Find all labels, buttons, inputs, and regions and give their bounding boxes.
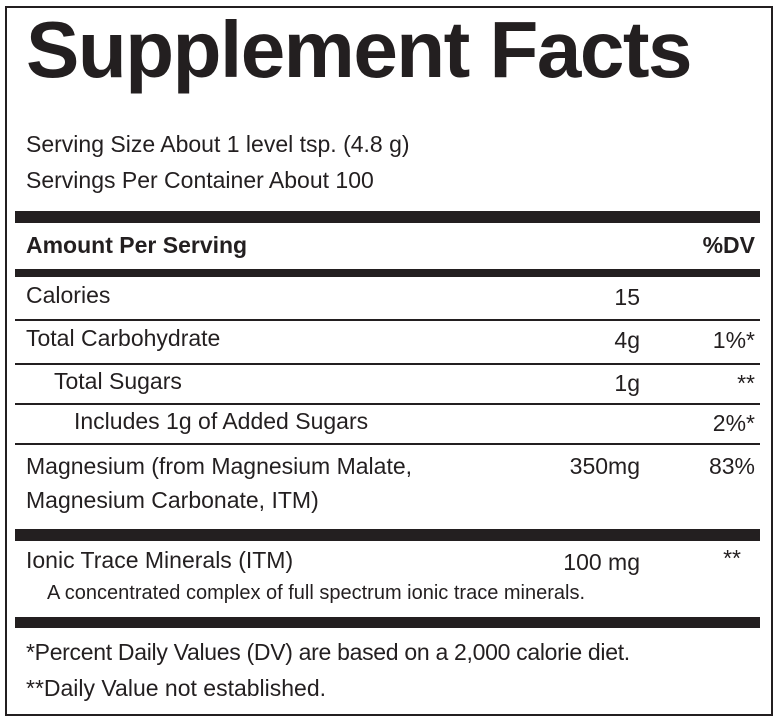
ingredient-name: Ionic Trace Minerals (ITM) (26, 547, 294, 573)
label-border (5, 6, 773, 716)
thick-divider (15, 529, 760, 541)
nutrient-amount: 4g (614, 327, 640, 353)
nutrient-amount: 1g (614, 370, 640, 396)
ingredient-amount: 100 mg (563, 549, 640, 575)
ingredient-description: A concentrated complex of full spectrum … (47, 582, 586, 604)
label-title: Supplement Facts (26, 5, 693, 94)
footnote-dv-not-established: **Daily Value not established. (26, 675, 327, 701)
nutrient-dv: ** (737, 370, 755, 396)
ingredient-dv: ** (723, 545, 741, 571)
serving-size: Serving Size About 1 level tsp. (4.8 g) (26, 131, 410, 157)
row-divider (15, 363, 760, 365)
dv-header: %DV (702, 232, 755, 258)
nutrient-name: Total Sugars (54, 368, 182, 394)
nutrient-amount: 350mg (569, 453, 640, 479)
nutrient-name: Calories (26, 282, 111, 308)
nutrient-name: Includes 1g of Added Sugars (74, 408, 369, 434)
nutrient-name: Total Carbohydrate (26, 325, 221, 351)
header-divider (15, 269, 760, 277)
nutrient-dv: 2%* (712, 410, 755, 436)
nutrient-name-line2: Magnesium Carbonate, ITM) (26, 487, 319, 513)
row-divider (15, 443, 760, 445)
thick-divider (15, 617, 760, 628)
thick-divider (15, 211, 760, 223)
servings-per-container: Servings Per Container About 100 (26, 167, 374, 193)
nutrient-dv: 1%* (712, 327, 755, 353)
nutrient-amount: 15 (614, 284, 640, 310)
row-divider (15, 403, 760, 405)
row-divider (15, 319, 760, 321)
footnote-percent-dv: *Percent Daily Values (DV) are based on … (26, 639, 630, 665)
amount-per-serving-header: Amount Per Serving (26, 232, 248, 258)
nutrient-dv: 83% (708, 453, 755, 479)
nutrient-name-line1: Magnesium (from Magnesium Malate, (26, 453, 413, 479)
